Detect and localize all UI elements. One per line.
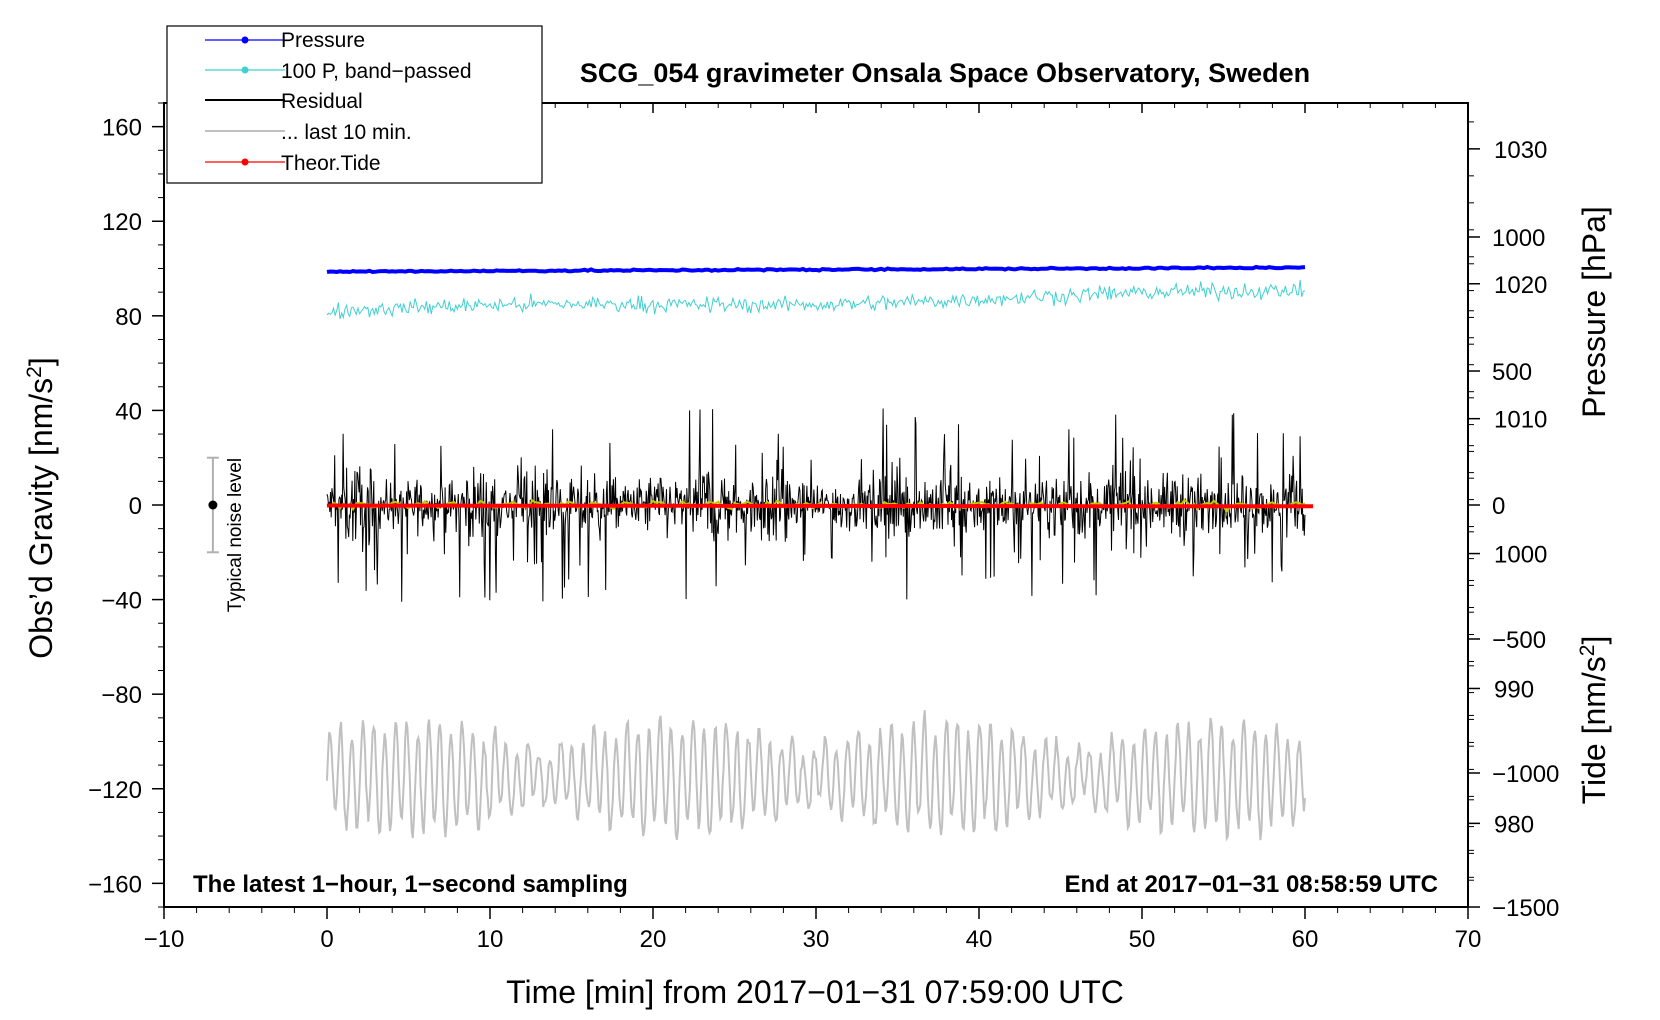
tide-tick-label: −1000 — [1492, 761, 1559, 788]
series-pressure — [326, 264, 1306, 275]
noise-level-label: Typical noise level — [225, 458, 246, 612]
x-tick-label: 30 — [803, 926, 830, 953]
noise-bar-center-dot — [208, 500, 218, 510]
x-axis-label: Time [min] from 2017−01−31 07:59:00 UTC — [506, 974, 1124, 1010]
legend-tide-label: Theor.Tide — [281, 152, 381, 175]
series-layer — [326, 264, 1314, 842]
x-tick-label: −10 — [144, 926, 185, 953]
legend-bandpassed-dot — [241, 66, 249, 74]
legend-box — [166, 25, 543, 184]
pressure-tick-label: 1010 — [1494, 407, 1547, 434]
series-bandpassed-pressure — [326, 279, 1306, 320]
pressure-tick-label: 1020 — [1494, 272, 1547, 299]
x-axis-ticks: −10 0 10 20 30 40 50 60 70 — [144, 103, 1482, 953]
chart-title: SCG_054 gravimeter Onsala Space Observat… — [580, 58, 1310, 88]
x-tick-label: 50 — [1129, 926, 1156, 953]
pressure-axis-ticks: 1030 1020 1010 1000 990 980 — [1468, 121, 1547, 878]
legend-residual-label: Residual — [281, 90, 363, 113]
legend-bandpassed-label: 100 P, band−passed — [281, 60, 472, 83]
legend: Pressure 100 P, band−passed Residual ...… — [166, 25, 543, 184]
pressure-tick-label: 1030 — [1494, 137, 1547, 164]
annotation-bottom-right: End at 2017−01−31 08:58:59 UTC — [1064, 871, 1438, 898]
tide-tick-label: −500 — [1492, 627, 1546, 654]
y-tick-label: −80 — [101, 682, 142, 709]
y-axis-label-tide: Tide [nm/s2] — [1576, 636, 1613, 805]
y-tick-label: −120 — [88, 777, 142, 804]
x-tick-label: 40 — [966, 926, 993, 953]
tide-tick-label: 1000 — [1492, 225, 1545, 252]
tide-tick-label: 500 — [1492, 359, 1532, 386]
x-tick-label: 60 — [1292, 926, 1319, 953]
y-axis-label-left: Obs’d Gravity [nm/s2] — [23, 357, 60, 659]
y-tick-label: 0 — [129, 493, 142, 520]
y-tick-label: −40 — [101, 588, 142, 615]
y-tick-label: 80 — [115, 304, 142, 331]
y-axis-ticks: 160 120 80 40 0 −40 −80 −120 −160 — [88, 102, 164, 908]
legend-tide-dot — [241, 158, 249, 166]
y-tick-label: 120 — [102, 209, 142, 236]
y-tick-label: 40 — [115, 398, 142, 425]
tide-tick-label: 0 — [1492, 493, 1505, 520]
legend-last10-label: ... last 10 min. — [281, 121, 412, 144]
x-tick-label: 0 — [320, 926, 333, 953]
pressure-tick-label: 990 — [1494, 676, 1534, 703]
legend-pressure-label: Pressure — [281, 29, 365, 52]
x-tick-label: 10 — [477, 926, 504, 953]
y-axis-label-pressure: Pressure [hPa] — [1576, 206, 1612, 418]
pressure-tick-label: 1000 — [1494, 542, 1547, 569]
tide-tick-label: −1500 — [1492, 895, 1559, 922]
x-tick-label: 70 — [1455, 926, 1482, 953]
tide-axis-ticks: 1000 500 0 −500 −1000 −1500 — [1468, 225, 1559, 922]
y-tick-label: 160 — [102, 115, 142, 142]
annotation-bottom-left: The latest 1−hour, 1−second sampling — [193, 871, 628, 898]
series-theoretical-tide — [327, 503, 1314, 509]
noise-level-bar: Typical noise level — [206, 456, 246, 612]
y-tick-label: −160 — [88, 871, 142, 898]
x-tick-label: 20 — [640, 926, 667, 953]
legend-pressure-dot — [241, 36, 249, 44]
series-last-10-min — [326, 710, 1306, 842]
pressure-tick-label: 980 — [1494, 811, 1534, 838]
